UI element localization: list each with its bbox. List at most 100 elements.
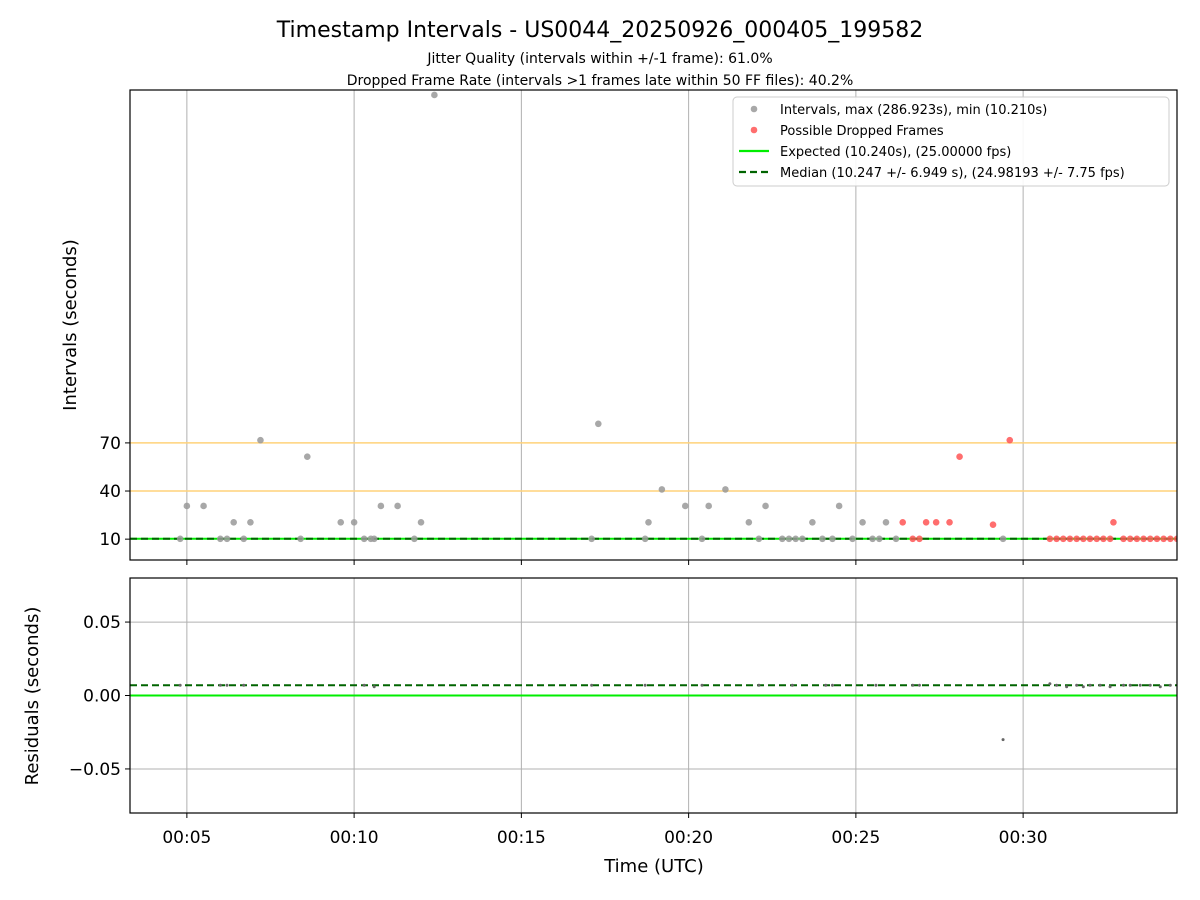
legend-label-3: Median (10.247 +/- 6.949 s), (24.98193 +… — [780, 166, 1125, 181]
dropped-frame-point-9 — [1046, 535, 1054, 543]
interval-point-39 — [829, 535, 836, 543]
residual-point-14 — [911, 683, 915, 687]
residual-point-7 — [643, 683, 647, 687]
interval-point-17 — [394, 502, 401, 510]
residual-point-23 — [1098, 683, 1102, 687]
top-ytick-label-40: 40 — [99, 482, 121, 502]
interval-point-6 — [240, 535, 248, 543]
dropped-frame-point-25 — [1153, 535, 1161, 543]
residual-point-8 — [700, 683, 704, 687]
dropped-frame-point-4 — [932, 519, 940, 526]
interval-point-25 — [658, 486, 666, 493]
interval-point-16 — [377, 502, 385, 510]
interval-point-21 — [588, 535, 595, 543]
dropped-frame-point-27 — [1167, 535, 1174, 543]
interval-point-1 — [183, 502, 191, 510]
bottom-ytick-label-2: −0.05 — [69, 760, 121, 780]
interval-point-15 — [370, 535, 378, 543]
residual-point-27 — [1138, 683, 1142, 687]
legend-box — [732, 96, 1170, 187]
interval-point-31 — [755, 535, 763, 543]
interval-point-46 — [892, 535, 900, 543]
residual-point-19 — [1065, 685, 1069, 689]
dropped-frame-point-18 — [1106, 535, 1114, 543]
legend-label-1: Possible Dropped Frames — [780, 124, 944, 139]
dropped-frame-point-8 — [1006, 436, 1014, 444]
dropped-frame-point-22 — [1133, 535, 1141, 543]
legend-label-0: Intervals, max (286.923s), min (10.210s) — [780, 103, 1047, 118]
residual-point-1 — [218, 683, 222, 687]
residual-point-22 — [1088, 683, 1092, 687]
interval-point-4 — [223, 535, 231, 543]
residual-point-12 — [830, 683, 834, 687]
interval-point-13 — [360, 535, 368, 543]
dropped-frame-point-0 — [899, 519, 907, 526]
residual-point-15 — [917, 683, 921, 687]
residual-point-0 — [178, 683, 182, 687]
dropped-frame-point-16 — [1093, 535, 1101, 543]
residual-point-20 — [1075, 683, 1079, 687]
dropped-frame-point-19 — [1110, 519, 1117, 526]
residual-point-21 — [1081, 685, 1085, 689]
interval-point-11 — [337, 519, 345, 526]
dropped-frame-point-12 — [1066, 535, 1074, 543]
legend-marker-0 — [750, 105, 758, 113]
dropped-frame-point-21 — [1126, 535, 1134, 543]
interval-point-26 — [681, 502, 689, 510]
residual-point-6 — [590, 683, 594, 687]
residual-point-24 — [1108, 685, 1112, 689]
interval-point-29 — [722, 486, 729, 493]
interval-point-35 — [792, 535, 799, 543]
bottom-ytick-label-1: 0.00 — [83, 687, 121, 707]
xtick-label-00:15: 00:15 — [497, 828, 546, 848]
xtick-label-00:20: 00:20 — [664, 828, 713, 848]
interval-point-24 — [645, 519, 652, 526]
residual-point-18 — [1055, 683, 1059, 687]
xtick-label-00:05: 00:05 — [162, 828, 211, 848]
interval-point-19 — [417, 519, 425, 526]
dropped-frame-point-23 — [1140, 535, 1147, 543]
dropped-frame-point-13 — [1073, 535, 1080, 543]
residual-point-16 — [1001, 738, 1005, 742]
interval-point-8 — [257, 436, 264, 444]
residual-point-11 — [824, 683, 828, 687]
interval-point-34 — [785, 535, 793, 543]
residual-point-2 — [225, 683, 229, 687]
dropped-frame-point-24 — [1146, 535, 1154, 543]
residual-point-17 — [1048, 682, 1052, 686]
dropped-frame-point-5 — [946, 519, 953, 526]
legend: Intervals, max (286.923s), min (10.210s)… — [732, 96, 1170, 187]
chart-subtitle-jitter: Jitter Quality (intervals within +/-1 fr… — [426, 51, 772, 67]
top-ytick-label-70: 70 — [99, 434, 121, 454]
bottom-data-layer — [130, 682, 1177, 742]
interval-point-10 — [303, 453, 311, 460]
bottom-ytick-label-0: 0.05 — [83, 613, 121, 633]
interval-point-33 — [778, 535, 786, 543]
x-axis-label: Time (UTC) — [603, 856, 704, 877]
residual-point-3 — [242, 683, 246, 687]
chart-title: Timestamp Intervals - US0044_20250926_00… — [276, 18, 923, 43]
top-data-layer — [130, 91, 1177, 543]
dropped-frame-point-17 — [1100, 535, 1107, 543]
residual-point-25 — [1121, 683, 1125, 687]
xtick-label-00:25: 00:25 — [831, 828, 880, 848]
xtick-label-00:10: 00:10 — [330, 828, 379, 848]
interval-point-22 — [595, 420, 602, 428]
residual-point-9 — [757, 683, 761, 687]
residual-point-4 — [362, 683, 366, 687]
residual-point-26 — [1128, 683, 1132, 687]
legend-label-2: Expected (10.240s), (25.00000 fps) — [780, 145, 1011, 160]
dropped-frame-point-10 — [1053, 535, 1060, 543]
interval-point-41 — [849, 535, 856, 543]
dropped-frame-point-20 — [1120, 535, 1127, 543]
xtick-label-00:30: 00:30 — [999, 828, 1048, 848]
top-plot-frame — [129, 89, 1178, 561]
dropped-frame-point-11 — [1059, 535, 1067, 543]
dropped-frame-point-14 — [1080, 535, 1087, 543]
interval-point-9 — [297, 535, 304, 543]
interval-point-3 — [217, 535, 224, 543]
interval-point-0 — [176, 535, 184, 543]
interval-point-30 — [745, 519, 753, 526]
interval-point-43 — [869, 535, 876, 543]
